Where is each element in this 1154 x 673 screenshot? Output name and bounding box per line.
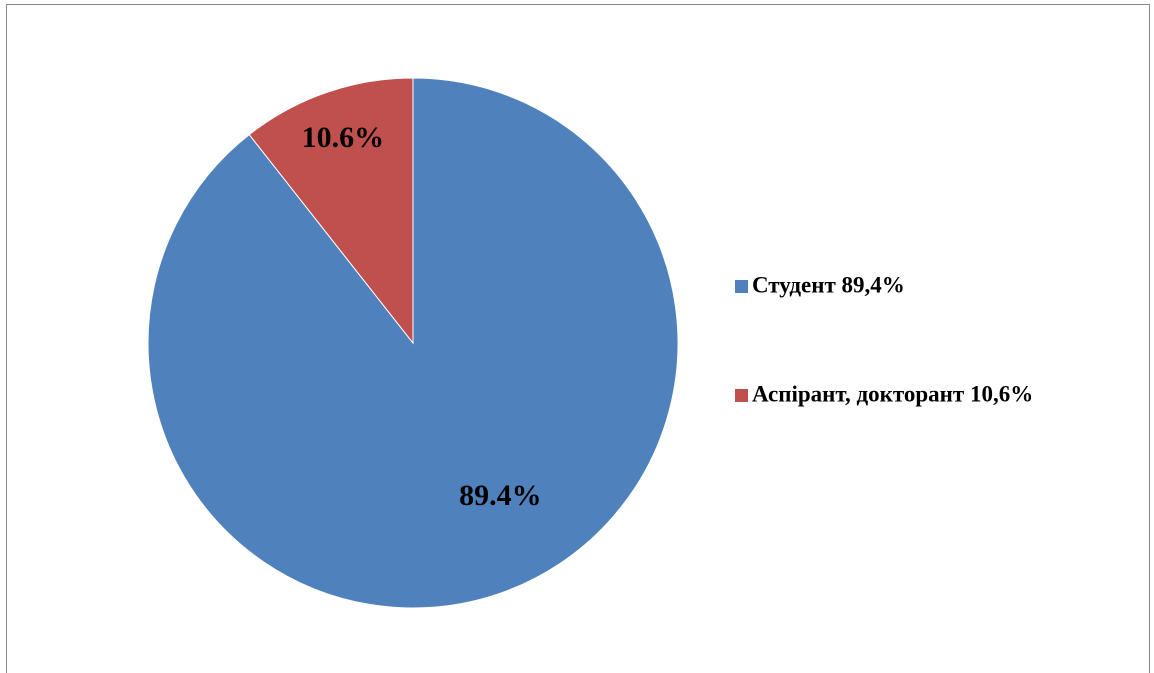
legend-label: Студент 89,4% [752,272,905,297]
pie-slice [248,77,414,345]
legend-swatch [735,389,748,402]
legend-swatch [735,280,748,293]
data-label: 89.4% [459,479,542,512]
data-label: 10.6% [302,121,385,154]
legend-label: Аспірант, докторант 10,6% [752,381,1033,406]
